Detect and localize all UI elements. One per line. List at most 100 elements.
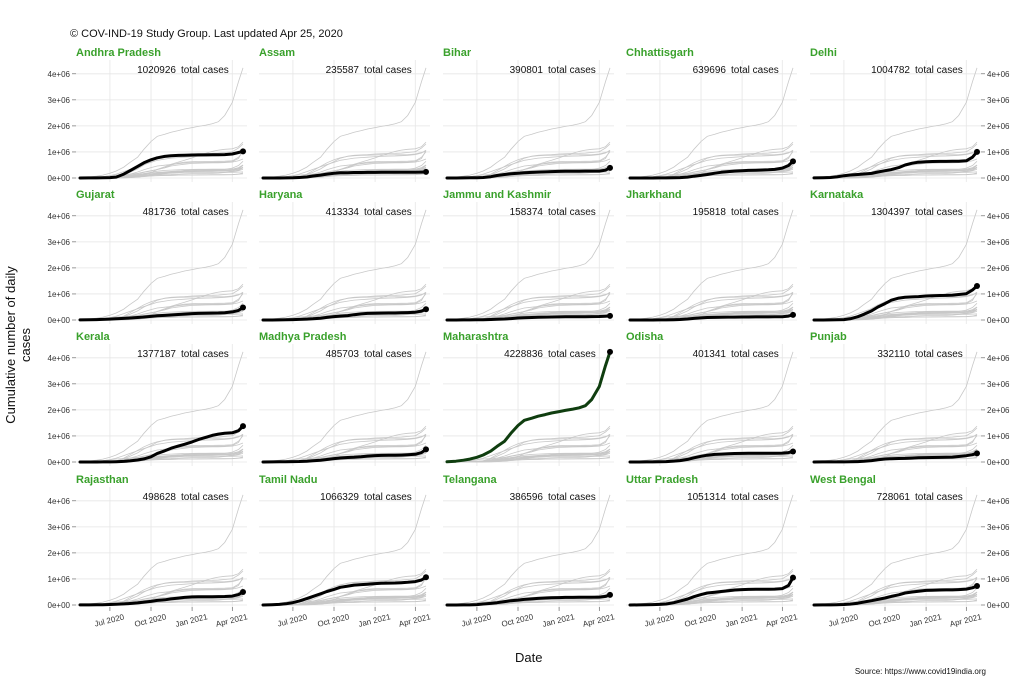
background-series-line: [79, 165, 244, 179]
y-tick-label: 0e+00: [48, 458, 71, 467]
panel-kerala: Kerala 1377187 total cases 0e+00 1e+06 2e+06 3…: [48, 331, 247, 467]
panel-odisha: Odisha 401341 total cases: [626, 331, 797, 466]
highlight-end-point: [790, 574, 796, 581]
panel-total-label: total cases: [181, 65, 229, 76]
y-tick-label: 1e+06: [48, 148, 71, 157]
background-series-line: [446, 576, 611, 606]
x-tick-label: Jan 2021: [174, 612, 209, 629]
background-series-line: [262, 149, 427, 179]
panel-total-value: 498628: [143, 492, 177, 503]
panel-total-label: total cases: [364, 492, 412, 503]
background-series-line: [629, 67, 794, 179]
background-series-line: [79, 351, 244, 463]
y-tick-label: 3e+06: [987, 380, 1010, 389]
background-series-line: [629, 209, 794, 321]
y-tick-label: 3e+06: [987, 96, 1010, 105]
y-tick-label: 0e+00: [48, 316, 71, 325]
y-tick-label: 0e+00: [48, 601, 71, 610]
x-tick-label: Oct 2020: [684, 612, 718, 629]
panel-haryana: Haryana 413334 total cases: [259, 189, 430, 324]
y-tick-label: 1e+06: [987, 148, 1010, 157]
panel-title: Assam: [259, 47, 295, 59]
highlight-series-line: [261, 307, 428, 322]
background-series-line: [446, 442, 611, 463]
highlight-end-point: [607, 164, 613, 171]
panel-rajasthan: Rajasthan 498628 total cases 0e+00 1e+06 2e+0…: [48, 474, 250, 629]
highlight-series-line: [628, 313, 795, 322]
panel-total-label: total cases: [364, 349, 412, 360]
background-series-line: [446, 433, 611, 463]
x-tick-label: Oct 2020: [317, 612, 351, 629]
panel-total-value: 485703: [326, 349, 360, 360]
background-series-line: [629, 291, 794, 321]
highlight-end-point: [240, 304, 246, 311]
background-series-line: [79, 67, 244, 179]
panel-title: Uttar Pradesh: [626, 474, 698, 486]
panel-total-label: total cases: [548, 207, 596, 218]
background-series-line: [629, 164, 794, 179]
x-tick-label: Jul 2020: [94, 612, 126, 628]
background-series-line: [813, 209, 978, 321]
panel-chhattisgarh: Chhattisgarh 639696 total cases: [626, 47, 797, 182]
highlight-end-point: [974, 583, 980, 590]
highlight-series-line: [812, 584, 979, 607]
panel-total-value: 1051314: [687, 492, 726, 503]
panel-total-label: total cases: [731, 207, 779, 218]
panel-title: Delhi: [810, 47, 837, 59]
panel-title: Jammu and Kashmir: [443, 189, 552, 201]
panel-jharkhand: Jharkhand 195818 total cases: [626, 189, 797, 324]
y-tick-label: 0e+00: [987, 458, 1010, 467]
highlight-end-point: [240, 148, 246, 155]
background-series-line: [813, 306, 978, 321]
background-series-line: [446, 494, 611, 606]
y-tick-label: 0e+00: [987, 316, 1010, 325]
panel-andhra-pradesh: Andhra Pradesh 1020926 total cases 0e+00 1e+…: [48, 47, 247, 183]
x-tick-label: Apr 2021: [215, 612, 249, 629]
panel-title: Haryana: [259, 189, 303, 201]
background-series-line: [813, 433, 978, 463]
background-series-line: [79, 209, 244, 321]
panel-title: Karnataka: [810, 189, 864, 201]
background-series-line: [262, 585, 427, 606]
panel-assam: Assam 235587 total cases: [259, 47, 430, 182]
background-series-line: [262, 494, 427, 606]
panel-total-value: 728061: [877, 492, 911, 503]
background-series-line: [629, 165, 794, 179]
highlight-series-line: [78, 306, 245, 322]
panel-title: Rajasthan: [76, 474, 129, 486]
y-tick-label: 4e+06: [987, 354, 1010, 363]
panel-total-label: total cases: [915, 65, 963, 76]
panel-total-value: 413334: [326, 207, 360, 218]
panel-total-label: total cases: [548, 492, 596, 503]
y-tick-label: 1e+06: [48, 432, 71, 441]
y-tick-label: 4e+06: [987, 497, 1010, 506]
panel-total-value: 1066329: [320, 492, 359, 503]
highlight-end-point: [974, 148, 980, 155]
y-tick-label: 0e+00: [987, 601, 1010, 610]
x-tick-label: Oct 2020: [134, 612, 168, 629]
panel-total-value: 639696: [693, 65, 727, 76]
background-series-line: [813, 351, 978, 463]
y-tick-label: 2e+06: [987, 264, 1010, 273]
x-tick-label: Jul 2020: [277, 612, 309, 628]
y-tick-label: 0e+00: [987, 174, 1010, 183]
panel-total-value: 235587: [326, 65, 360, 76]
panel-title: West Bengal: [810, 474, 876, 486]
panel-total-label: total cases: [181, 492, 229, 503]
panel-telangana: Telangana 386596 total cases Jul 2020 Oct 20…: [443, 474, 616, 629]
y-tick-label: 1e+06: [987, 432, 1010, 441]
highlight-end-point: [790, 158, 796, 165]
y-tick-label: 3e+06: [48, 523, 71, 532]
panel-uttar-pradesh: Uttar Pradesh 1051314 total cases Jul 2020 O…: [626, 474, 799, 629]
panel-title: Gujarat: [76, 189, 115, 201]
panel-delhi: Delhi 1004782 total cases 0e+00 1e+06 2e+06 3e…: [810, 47, 1010, 183]
background-series-line: [79, 433, 244, 463]
y-tick-label: 4e+06: [48, 354, 71, 363]
panel-title: Chhattisgarh: [626, 47, 694, 59]
background-series-line: [629, 576, 794, 606]
background-series-line: [262, 209, 427, 321]
highlight-series-line: [445, 350, 612, 464]
panel-total-label: total cases: [364, 65, 412, 76]
background-series-line: [262, 291, 427, 321]
